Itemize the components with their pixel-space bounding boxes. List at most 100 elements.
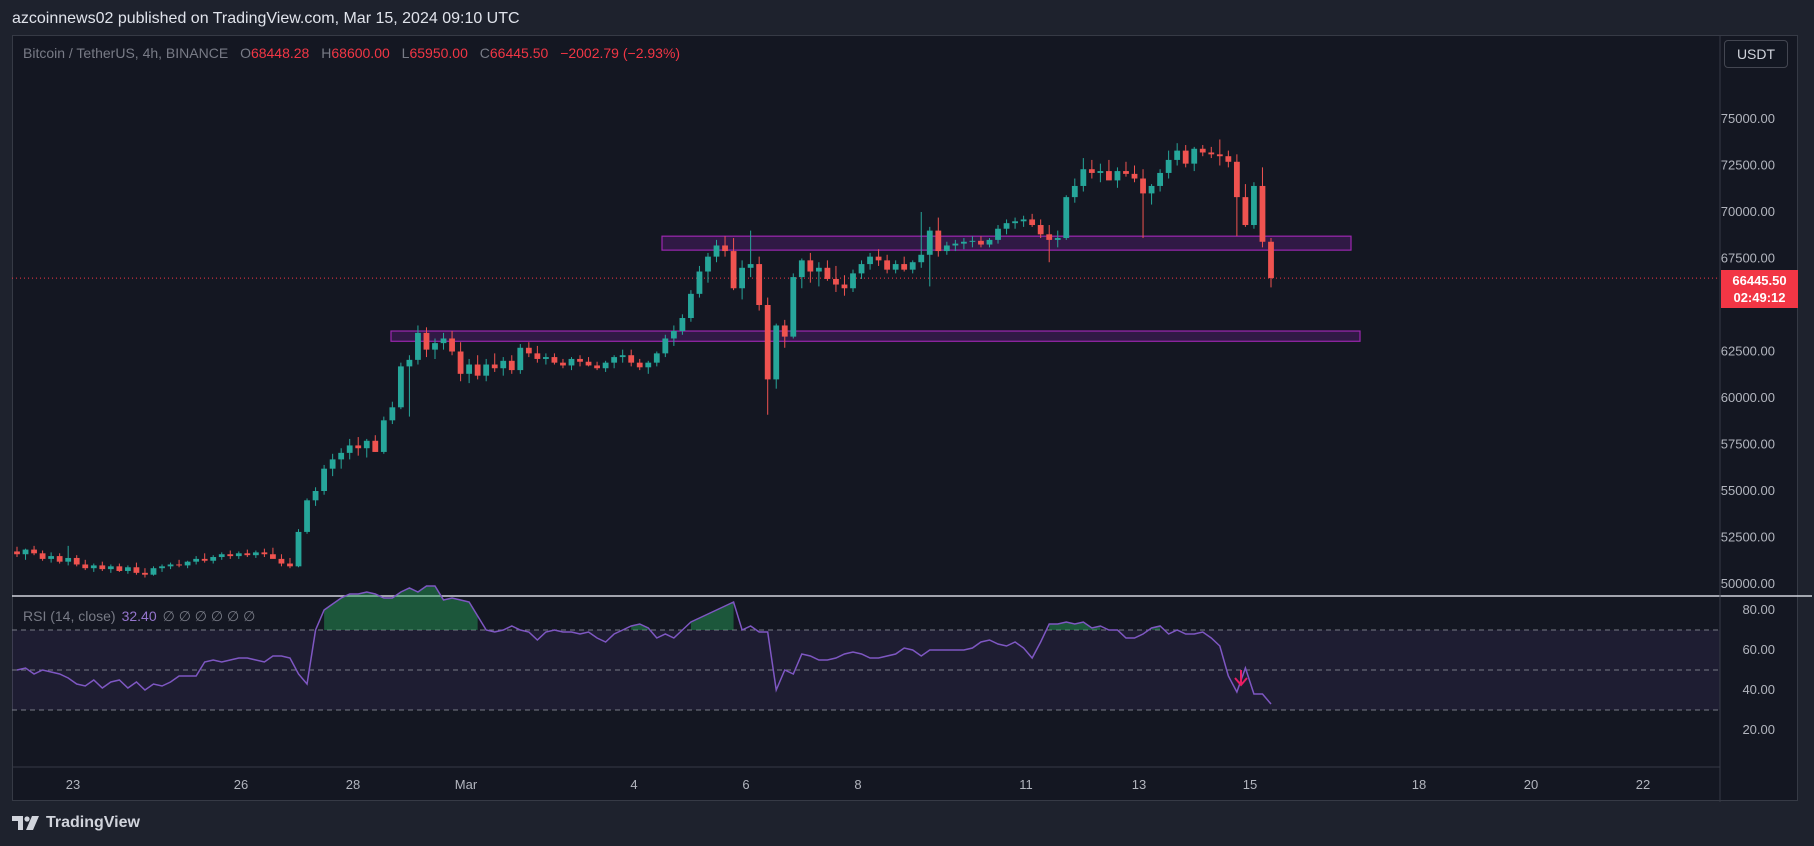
rsi-name[interactable]: RSI (14, close) — [23, 608, 116, 624]
candle-body — [926, 230, 933, 255]
time-tick-label: 15 — [1243, 777, 1257, 792]
candle-body — [653, 353, 660, 363]
candle-body — [397, 366, 404, 408]
candle-body — [602, 362, 609, 369]
candle-body — [892, 264, 899, 270]
candle-body — [943, 245, 950, 252]
candle-body — [201, 558, 208, 561]
candle-body — [551, 357, 558, 363]
candle-body — [372, 440, 379, 452]
candle-body — [218, 554, 225, 558]
time-tick-label: 20 — [1524, 777, 1538, 792]
candle-body — [798, 260, 805, 278]
candle-body — [1114, 171, 1121, 181]
candle-body — [1174, 150, 1181, 160]
candle-body — [705, 256, 711, 272]
time-tick-label: 18 — [1412, 777, 1426, 792]
candle-body — [73, 557, 80, 565]
candle-body — [1148, 185, 1155, 194]
time-tick-label: 8 — [854, 777, 861, 792]
candle-body — [688, 293, 694, 319]
rsi-value: 32.40 — [121, 608, 157, 624]
candle-body — [31, 549, 37, 554]
candle-body — [304, 500, 310, 532]
candle-body — [867, 256, 873, 265]
price-tick-label: 72500.00 — [1721, 158, 1775, 173]
candle-body — [355, 445, 362, 449]
candle-body — [1088, 169, 1095, 173]
rsi-tick-label: 20.00 — [1742, 722, 1775, 737]
candle-body — [142, 572, 148, 575]
candle-body — [227, 554, 234, 557]
candle-body — [65, 557, 72, 562]
candle-body — [995, 228, 1001, 240]
candle-body — [517, 347, 524, 371]
candle-body — [1242, 197, 1249, 226]
time-tick-label: 11 — [1019, 777, 1033, 792]
rsi-overbought-fill — [690, 602, 734, 630]
price-tick-label: 52500.00 — [1721, 530, 1775, 545]
candle-body — [858, 264, 865, 274]
price-tick-label: 67500.00 — [1721, 251, 1775, 266]
candle-body — [474, 364, 481, 376]
rsi-line — [16, 585, 1272, 705]
candle-body — [1071, 185, 1078, 198]
candle-body — [807, 260, 814, 272]
candle-body — [1199, 148, 1206, 153]
candle-body — [986, 239, 993, 245]
time-tick-label: Mar — [455, 777, 478, 792]
symbol-name[interactable]: Bitcoin / TetherUS, 4h, BINANCE — [23, 45, 229, 61]
candle-body — [48, 556, 55, 559]
candle-body — [1037, 225, 1044, 235]
candle-body — [193, 558, 200, 562]
price-tick-label: 75000.00 — [1721, 111, 1775, 126]
candle-body — [730, 251, 737, 289]
publisher-line: azcoinnews02 published on TradingView.co… — [12, 10, 520, 27]
candle-body — [1020, 219, 1027, 222]
rsi-down-arrow-icon — [1234, 670, 1248, 687]
candle-body — [909, 262, 916, 270]
candle-body — [560, 362, 566, 366]
candle-body — [542, 357, 549, 359]
candle-body — [1233, 161, 1240, 198]
rsi-legend: RSI (14, close) 32.40 ∅ ∅ ∅ ∅ ∅ ∅ — [23, 608, 255, 625]
rsi-extra-values: ∅ ∅ ∅ ∅ ∅ ∅ — [162, 608, 256, 624]
candle-body — [850, 273, 856, 289]
candle-body — [585, 361, 592, 366]
candle-body — [107, 566, 114, 570]
candle-body — [935, 230, 942, 252]
low-label: L — [401, 45, 410, 61]
candle-body — [1191, 148, 1198, 164]
candle-body — [1106, 171, 1112, 181]
candle-body — [133, 567, 140, 573]
candle-body — [466, 364, 473, 374]
candle-body — [244, 553, 251, 556]
currency-button[interactable]: USDT — [1724, 40, 1788, 68]
candle-body — [406, 359, 413, 367]
candle-body — [389, 407, 396, 421]
candle-body — [380, 420, 387, 452]
candle-body — [1208, 152, 1215, 155]
rsi-tick-label: 40.00 — [1742, 682, 1775, 697]
candle-body — [261, 552, 268, 555]
candle-body — [363, 440, 370, 449]
price-tick-label: 50000.00 — [1721, 576, 1775, 591]
candle-body — [670, 331, 677, 339]
tradingview-brand: TradingView — [46, 814, 140, 831]
time-axis[interactable]: 23 26 28 Mar 4 6 8 11 13 15 18 20 22 — [66, 777, 1650, 792]
candle-body — [679, 318, 686, 332]
candle-body — [295, 531, 302, 567]
tradingview-icon — [12, 816, 39, 830]
candle-body — [696, 271, 703, 294]
candle-body — [312, 491, 319, 501]
candle-body — [82, 564, 89, 569]
candle-body — [252, 552, 259, 556]
candle-body — [525, 347, 532, 354]
tradingview-logo[interactable]: TradingView — [12, 814, 140, 832]
candle-body — [1225, 156, 1232, 162]
candle-body — [287, 563, 293, 567]
candle-body — [739, 267, 746, 289]
price-tick-label: 60000.00 — [1721, 390, 1775, 405]
candle-body — [815, 267, 822, 272]
